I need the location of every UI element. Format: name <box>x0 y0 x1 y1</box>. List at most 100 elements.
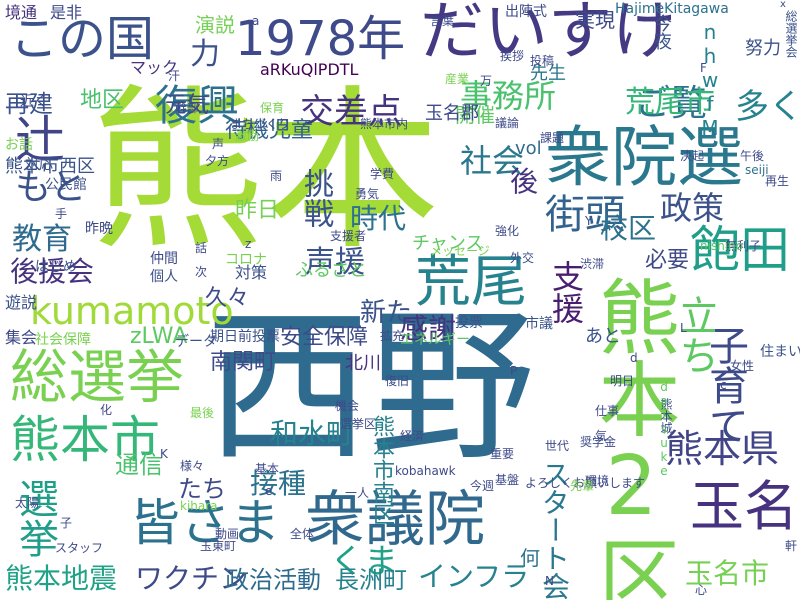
word-cloud-word: 昨晩 <box>85 221 113 237</box>
word-cloud-word: 再建 <box>5 90 53 118</box>
word-cloud-word: 話 <box>195 241 208 255</box>
word-cloud-word: 校区 <box>600 212 657 245</box>
word-cloud-word: 住まい <box>760 344 800 360</box>
word-cloud-word: スタッフ <box>55 541 104 555</box>
word-cloud-word: 後援会 <box>10 255 95 288</box>
word-cloud-word: HajimeKitagawa <box>615 1 729 17</box>
word-cloud-word: 奨学金 <box>580 435 617 449</box>
word-cloud-word: もと <box>15 167 87 208</box>
word-cloud-word: 拡充 <box>380 329 405 343</box>
word-cloud-word: 必要 <box>645 248 690 273</box>
word-cloud-word: 太陽 <box>15 496 40 510</box>
word-cloud-word: 学費 <box>370 167 395 181</box>
word-cloud-word: 保育 <box>260 101 285 115</box>
word-cloud-word: 政策 <box>660 189 725 227</box>
word-cloud-word: 重要 <box>490 447 515 461</box>
word-cloud-word: ふるさと <box>295 260 367 281</box>
word-cloud-word: 待機児童 <box>225 118 314 143</box>
word-cloud-word: 接種 <box>250 467 307 500</box>
word-cloud-word: 総選挙会 <box>784 10 798 58</box>
word-cloud-word: 西野 <box>205 291 535 483</box>
word-cloud-word: はじめ <box>35 259 77 275</box>
word-cloud-word: 選挙 <box>12 478 58 558</box>
word-cloud-word: 多く <box>735 87 800 127</box>
word-cloud-word: 玉名郡 <box>425 103 479 124</box>
word-cloud-word: チャンス <box>412 233 484 254</box>
word-cloud-word: 環境 <box>585 474 610 488</box>
word-cloud-word: 激励 <box>235 129 260 143</box>
word-cloud-word: 復旧 <box>385 374 410 388</box>
word-cloud-word: 幹部 <box>175 101 200 115</box>
word-cloud-word: 今夜 <box>651 14 672 50</box>
word-cloud-word: 熊本県 <box>665 427 780 471</box>
word-cloud-word: 一人 <box>345 486 370 500</box>
word-cloud-word: 熊本2区 <box>584 275 679 600</box>
word-cloud-word: くま <box>330 542 398 582</box>
word-cloud-word: 投票 <box>455 315 483 331</box>
word-cloud-word: データ <box>175 334 217 350</box>
word-cloud-word: 長洲町 <box>335 566 407 594</box>
word-cloud-word: 開催 <box>455 103 495 127</box>
word-cloud-word: 議論 <box>495 116 520 130</box>
word-cloud-word: 後 <box>510 165 539 198</box>
word-cloud-word: 安全保障 <box>280 325 369 350</box>
word-cloud-word: 北川 <box>345 353 381 374</box>
word-cloud-word: エネルギー <box>400 332 470 348</box>
word-cloud-word: 復興 <box>155 81 240 130</box>
word-cloud-word: kihara <box>180 499 218 513</box>
word-cloud-word: 汗 <box>168 69 181 83</box>
word-cloud-word: 教育 <box>12 222 72 257</box>
word-cloud-word: 仲間 <box>150 251 178 267</box>
word-cloud-word: 1978年 <box>235 11 406 67</box>
word-cloud-word: たち <box>178 475 226 503</box>
word-cloud-word: 感謝 <box>400 312 457 345</box>
word-cloud-word: コロナ <box>225 252 267 268</box>
word-cloud-word: 決起 <box>680 149 705 163</box>
word-cloud-word: 近く <box>20 94 48 110</box>
word-cloud-word: 産業 <box>445 72 470 86</box>
word-cloud-word: 和水町 <box>270 417 355 450</box>
word-cloud-word: 選挙区 <box>340 417 377 431</box>
word-cloud-word: 集会 <box>5 328 38 347</box>
word-cloud-word: ご覧 <box>635 83 708 124</box>
word-cloud-word: 熊本地震 <box>5 562 118 595</box>
word-cloud-word: 熊本市内 <box>360 117 409 131</box>
word-cloud-word: Y <box>585 214 593 228</box>
word-cloud-word: K <box>160 447 168 461</box>
word-cloud-word: 街頭 <box>545 192 625 238</box>
word-cloud-word: 課題 <box>540 131 565 145</box>
word-cloud-word: 支援 <box>547 260 585 324</box>
word-cloud-word: kobahawk <box>395 464 456 478</box>
word-cloud-word: まちづくり <box>230 117 291 131</box>
word-cloud-word: 投稿 <box>530 54 555 68</box>
word-cloud-word: メッセージ <box>430 244 490 258</box>
word-cloud-word: e <box>265 484 273 498</box>
word-cloud-word: 玉名 <box>690 475 798 538</box>
word-cloud-word: c <box>720 378 727 392</box>
word-cloud-word: 南関町 <box>210 350 277 375</box>
word-cloud-word: 玉東町 <box>200 539 237 553</box>
word-cloud-word: 政治活動 <box>225 566 321 594</box>
word-cloud-word: d <box>630 351 638 365</box>
word-cloud-word: 皆さま <box>130 494 280 552</box>
word-cloud-word: 心 <box>695 583 708 597</box>
word-cloud-word: aRKuQlPDTL <box>260 60 359 79</box>
word-cloud-word: 挑戦 <box>298 168 333 228</box>
word-cloud-word: 地区 <box>80 88 125 113</box>
word-cloud-word: 言葉 <box>430 14 455 28</box>
word-cloud-word: 万 <box>480 74 493 88</box>
word-cloud-word: N <box>545 574 554 588</box>
word-cloud-word: 対応 <box>25 157 53 173</box>
word-cloud-word: 様々 <box>180 459 205 473</box>
word-cloud-word: 女性 <box>730 359 755 373</box>
word-cloud-word: 強化 <box>495 224 520 238</box>
word-cloud-word: 努力 <box>745 38 781 59</box>
word-cloud-word: 夕方 <box>205 154 230 168</box>
word-cloud-word: 子育て <box>702 325 748 445</box>
word-cloud-word: 最後 <box>190 406 215 420</box>
word-cloud-word: 全体 <box>290 527 315 541</box>
word-cloud-word: a <box>252 14 260 28</box>
word-cloud-word: 荒尾市 <box>625 85 715 120</box>
word-cloud-word: 公民館 <box>45 177 87 193</box>
